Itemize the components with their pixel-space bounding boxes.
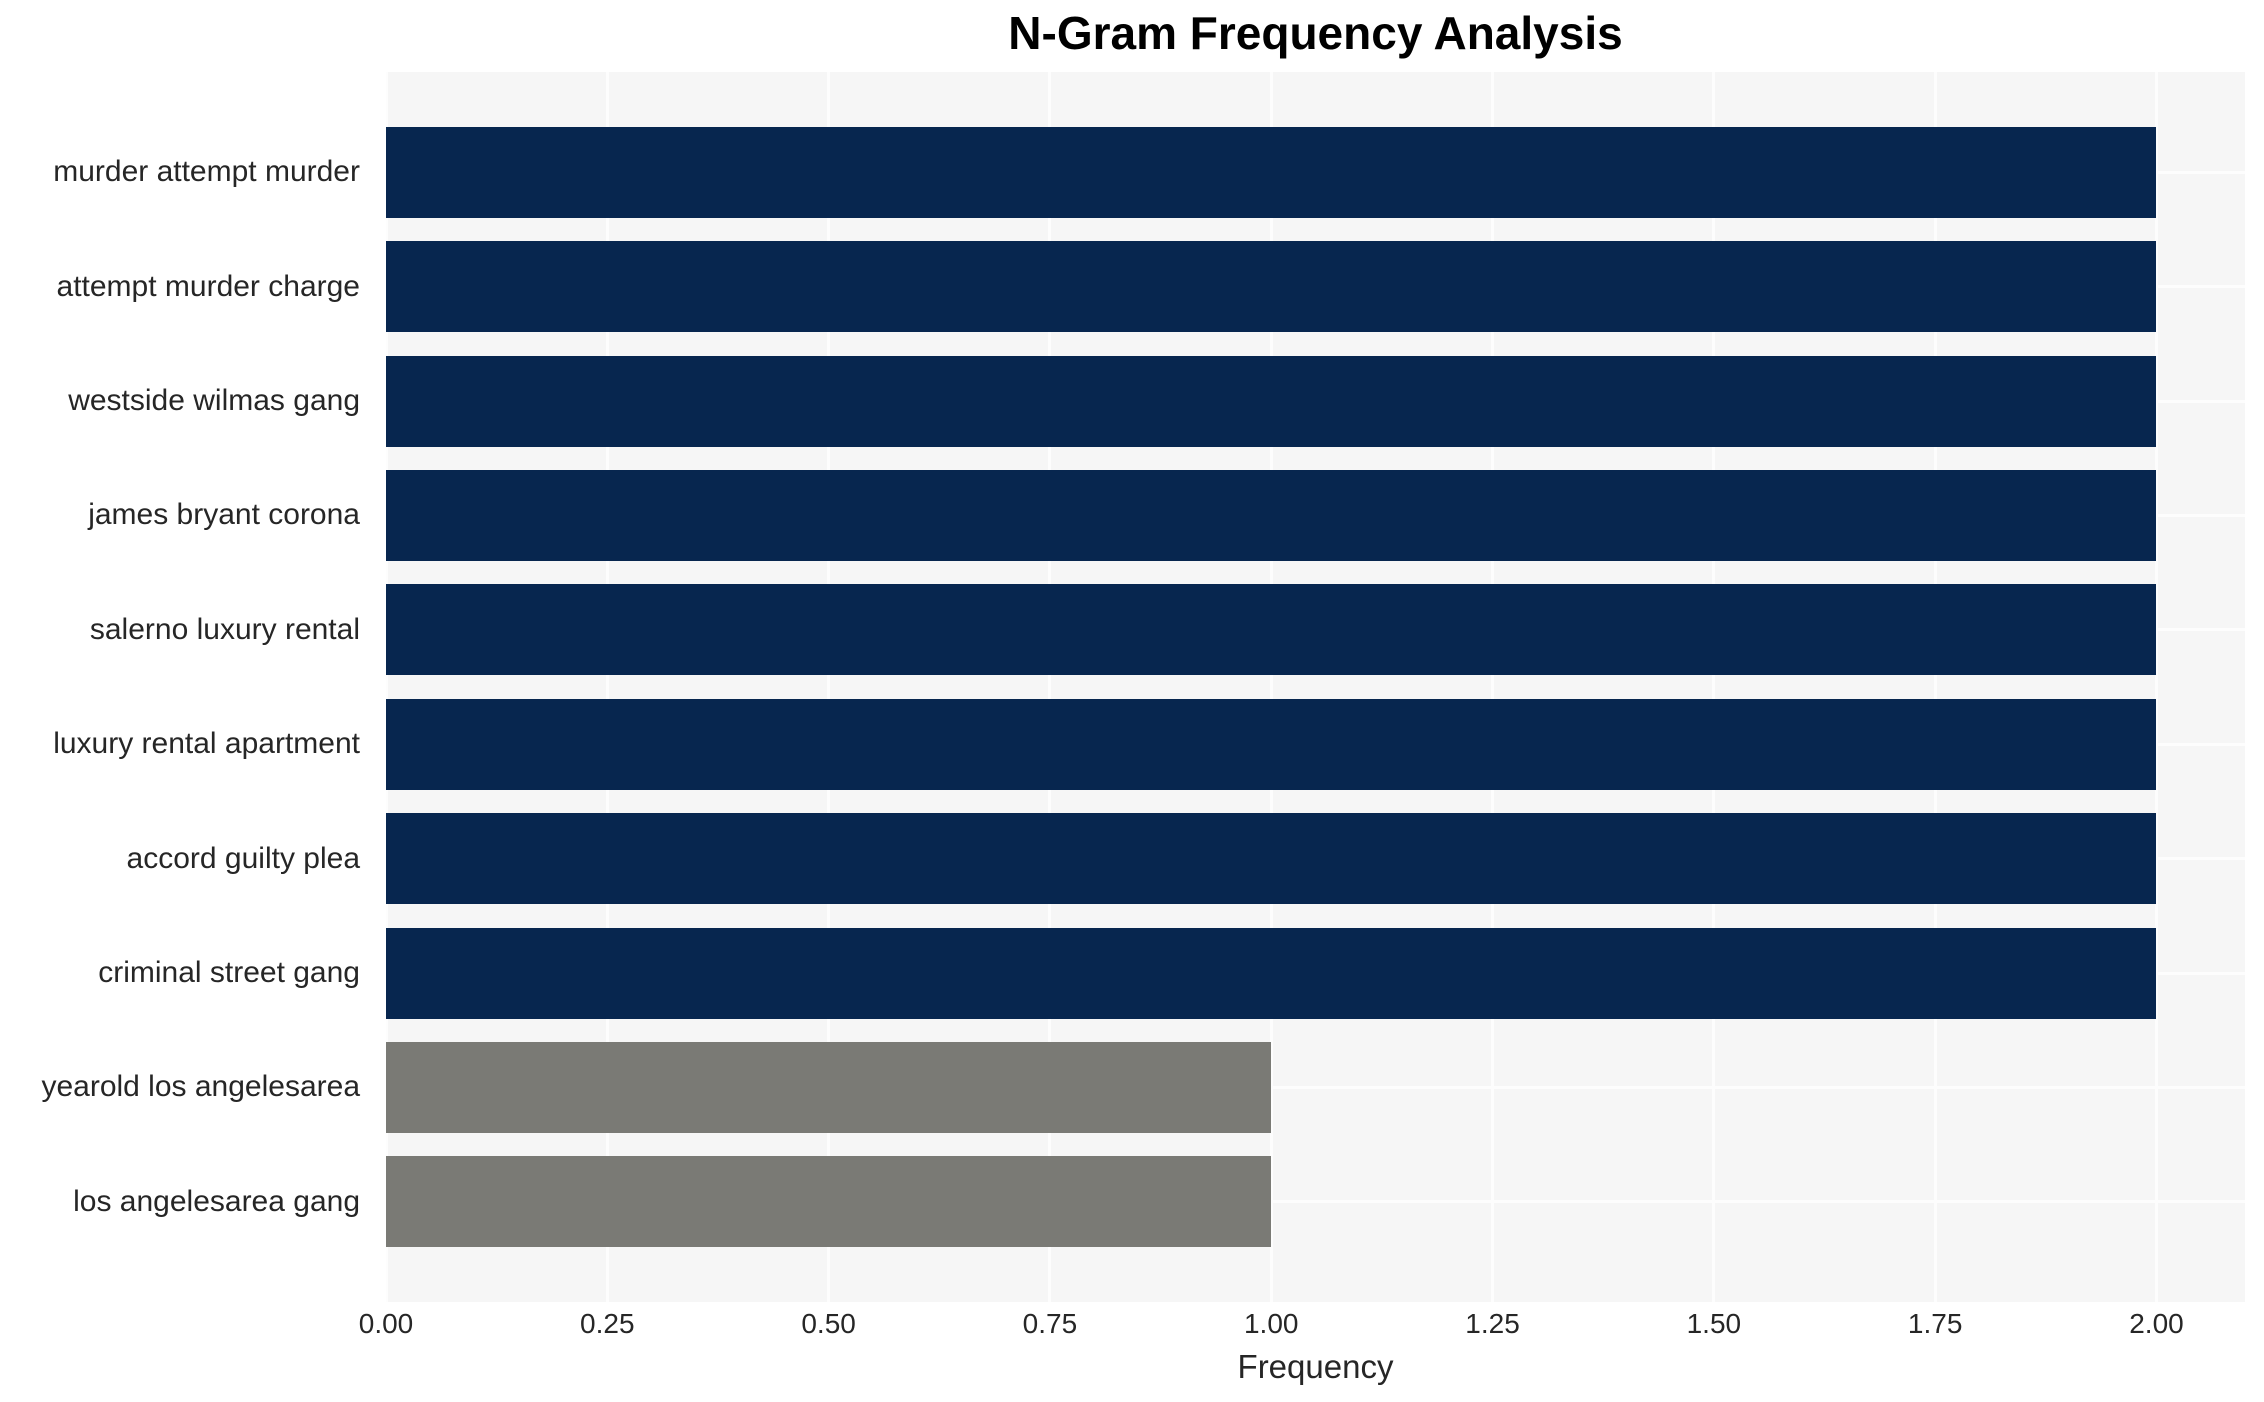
- bar: [386, 241, 2157, 333]
- vertical-gridline: [1491, 72, 1495, 1302]
- y-tick-label: los angelesarea gang: [73, 1184, 360, 1218]
- bar: [386, 1041, 1272, 1133]
- vertical-gridline: [1048, 72, 1052, 1302]
- vertical-gridline: [605, 72, 609, 1302]
- chart-title: N-Gram Frequency Analysis: [1008, 7, 1623, 59]
- x-axis-ticks: 0.00 0.25 0.50 0.75 1.00 1.25 1.50 1.75 2.00: [359, 1308, 2245, 1344]
- x-tick-label: 1.50: [1686, 1308, 1742, 1339]
- plot-area: [386, 72, 2245, 1302]
- horizontal-gridline: [386, 1085, 2245, 1089]
- vertical-gridline: [1933, 72, 1937, 1302]
- bar: [386, 584, 2157, 676]
- x-tick-label: 1.25: [1465, 1308, 1520, 1339]
- y-tick-label: murder attempt murder: [53, 155, 360, 189]
- horizontal-gridline: [386, 1200, 2245, 1204]
- vertical-gridline: [1269, 72, 1273, 1302]
- vertical-gridline: [827, 72, 831, 1302]
- bar: [386, 698, 2157, 790]
- vertical-gridline: [2154, 72, 2158, 1302]
- x-tick-label: 0.50: [801, 1308, 856, 1339]
- bar: [386, 813, 2157, 905]
- x-tick-label: 0.00: [358, 1308, 414, 1339]
- y-tick-label: accord guilty plea: [126, 841, 360, 875]
- y-tick-label: luxury rental apartment: [53, 727, 360, 761]
- x-tick-label: 0.25: [580, 1308, 635, 1339]
- y-tick-label: criminal street gang: [98, 955, 360, 989]
- y-axis-labels: murder attempt murder attempt murder char…: [0, 72, 372, 1302]
- vertical-gridline: [386, 72, 388, 1302]
- y-tick-label: salerno luxury rental: [89, 612, 360, 646]
- bar: [386, 927, 2157, 1019]
- y-tick-label: attempt murder charge: [56, 269, 360, 303]
- vertical-gridline: [1712, 72, 1716, 1302]
- x-tick-label: 2.00: [2129, 1308, 2184, 1339]
- y-tick-label: yearold los angelesarea: [41, 1070, 360, 1104]
- x-tick-label: 1.00: [1243, 1308, 1299, 1339]
- bar: [386, 126, 2157, 218]
- x-tick-label: 0.75: [1022, 1308, 1078, 1339]
- x-tick-label: 1.75: [1907, 1308, 1963, 1339]
- bar: [386, 469, 2157, 561]
- x-axis-label: Frequency: [1237, 1348, 1394, 1385]
- bar: [386, 355, 2157, 447]
- y-tick-label: westside wilmas gang: [68, 383, 360, 417]
- bar: [386, 1156, 1272, 1248]
- y-tick-label: james bryant corona: [88, 498, 360, 532]
